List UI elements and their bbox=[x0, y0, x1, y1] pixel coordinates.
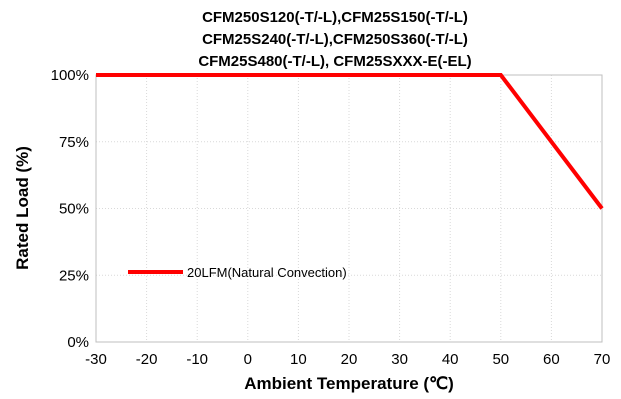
legend-label: 20LFM(Natural Convection) bbox=[187, 265, 347, 280]
legend: 20LFM(Natural Convection) bbox=[128, 265, 347, 280]
x-tick-label: 50 bbox=[492, 351, 509, 368]
series-line bbox=[96, 73, 604, 210]
y-tick-label: 0% bbox=[67, 334, 89, 351]
y-tick-label: 100% bbox=[51, 67, 89, 84]
title-line-3: CFM25S480(-T/-L), CFM25SXXX-E(-EL) bbox=[198, 53, 471, 70]
x-tick-label: 40 bbox=[442, 351, 459, 368]
y-tick-label: 50% bbox=[59, 201, 89, 218]
x-tick-label: 10 bbox=[290, 351, 307, 368]
x-tick-label: -20 bbox=[136, 351, 158, 368]
y-tick-label: 25% bbox=[59, 267, 89, 284]
x-tick-label: 0 bbox=[244, 351, 252, 368]
y-tick-label: 75% bbox=[59, 134, 89, 151]
title-line-1: CFM250S120(-T/-L),CFM25S150(-T/-L) bbox=[202, 9, 468, 26]
x-tick-label: -30 bbox=[85, 351, 107, 368]
title-line-2: CFM25S240(-T/-L),CFM250S360(-T/-L) bbox=[202, 31, 468, 48]
y-axis-title: Rated Load (%) bbox=[13, 146, 32, 270]
x-axis-title: Ambient Temperature (℃) bbox=[244, 374, 454, 393]
y-axis-ticks: 0% 25% 50% 75% 100% bbox=[51, 67, 89, 351]
grid-lines bbox=[96, 75, 602, 342]
x-tick-label: 60 bbox=[543, 351, 560, 368]
data-series bbox=[96, 73, 604, 210]
x-tick-label: 30 bbox=[391, 351, 408, 368]
x-tick-label: -10 bbox=[186, 351, 208, 368]
x-tick-label: 20 bbox=[341, 351, 358, 368]
chart-title: CFM250S120(-T/-L),CFM25S150(-T/-L) CFM25… bbox=[198, 9, 471, 70]
x-axis-ticks: -30 -20 -10 0 10 20 30 40 50 60 70 bbox=[85, 351, 610, 368]
x-tick-label: 70 bbox=[594, 351, 611, 368]
